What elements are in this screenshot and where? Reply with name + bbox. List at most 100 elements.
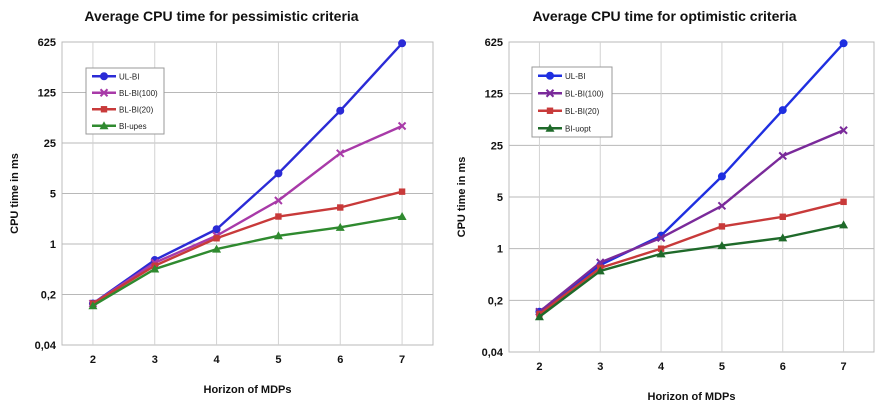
- y-tick-label: 0,2: [488, 295, 503, 307]
- legend-label-bl-bi-20: BL-BI(20): [565, 107, 600, 116]
- x-tick-label: 7: [399, 354, 405, 366]
- legend-box: [85, 67, 165, 135]
- y-tick-label: 625: [485, 37, 503, 49]
- x-tick-label: 5: [719, 361, 725, 373]
- data-point-bl-bi-100: [778, 151, 787, 161]
- x-tick-label: 6: [780, 361, 786, 373]
- x-tick-label: 3: [597, 361, 603, 373]
- series-line-bl-bi-100: [92, 124, 403, 305]
- data-point-bi-uopt: [656, 249, 666, 258]
- y-tick-label: 125: [485, 89, 503, 101]
- data-point-bl-bi-20: [213, 235, 220, 242]
- data-point-bl-bi-100: [274, 196, 283, 205]
- series-line-bl-bi-20: [92, 190, 403, 305]
- data-point-ul-bi: [717, 172, 726, 181]
- legend-label-ul-bi: UL-BI: [565, 72, 585, 81]
- x-tick-label: 2: [90, 354, 96, 366]
- legend-label-bi-uopt: BI-uopt: [565, 124, 592, 133]
- y-tick-label: 0,04: [482, 347, 504, 359]
- data-point-bi-upes: [397, 212, 407, 221]
- legend-label-ul-bi: UL-BI: [119, 72, 139, 81]
- chart-title: Average CPU time for optimistic criteria: [532, 8, 797, 24]
- data-point-bl-bi-20: [779, 213, 786, 220]
- data-point-ul-bi: [778, 106, 787, 115]
- x-tick-label: 4: [214, 354, 221, 366]
- y-tick-label: 5: [50, 189, 56, 201]
- data-point-bi-upes: [88, 301, 98, 310]
- legend-label-bl-bi-100: BL-BI(100): [119, 89, 158, 98]
- y-tick-label: 1: [50, 239, 56, 251]
- y-tick-label: 125: [38, 88, 56, 100]
- data-point-bl-bi-100: [336, 149, 345, 158]
- series-bi-upes: [88, 212, 407, 310]
- data-point-bi-uopt: [839, 220, 849, 229]
- data-point-bl-bi-100: [656, 233, 666, 243]
- legend-marker-bl-bi-20: [100, 106, 108, 113]
- series-line-ul-bi: [92, 42, 403, 305]
- data-point-ul-bi: [336, 106, 345, 115]
- legend: UL-BI BL-BI(100) BL-BI(20) BI-upes: [85, 67, 165, 135]
- data-point-bl-bi-20: [718, 223, 726, 230]
- x-tick-label: 6: [337, 354, 343, 366]
- data-point-bl-bi-20: [275, 213, 282, 220]
- data-point-ul-bi: [839, 39, 848, 48]
- y-tick-label: 25: [44, 138, 56, 150]
- y-tick-label: 25: [491, 140, 503, 152]
- chart-title: Average CPU time for pessimistic criteri…: [84, 8, 359, 24]
- legend: UL-BI BL-BI(100) BL-BI(20) BI-uopt: [531, 66, 613, 138]
- y-axis-label: CPU time in ms: [456, 157, 468, 238]
- data-point-bi-uopt: [778, 233, 788, 242]
- legend-marker-ul-bi: [100, 72, 108, 81]
- data-point-bi-upes: [150, 264, 160, 273]
- data-point-bi-uopt: [595, 266, 605, 275]
- chart-optimistic: Average CPU time for optimistic criteria…: [443, 0, 886, 409]
- data-point-bi-upes: [212, 244, 222, 253]
- series-line-bi-upes: [92, 215, 403, 307]
- legend-box: [531, 66, 613, 138]
- legend-marker-bi-upes: [99, 121, 109, 130]
- legend-label-bi-upes: BI-upes: [119, 122, 147, 131]
- y-tick-label: 0,2: [41, 290, 56, 302]
- data-point-bl-bi-100: [717, 201, 727, 211]
- y-tick-label: 1: [497, 244, 503, 256]
- data-point-bl-bi-20: [337, 204, 344, 211]
- x-tick-label: 2: [536, 361, 542, 373]
- data-point-bl-bi-20: [398, 188, 406, 195]
- legend-marker-bi-uopt: [545, 123, 555, 132]
- legend-marker-ul-bi: [546, 71, 554, 80]
- legend-marker-bl-bi-100: [99, 88, 109, 97]
- data-point-bi-uopt: [534, 312, 544, 321]
- series-bi-uopt: [534, 220, 849, 321]
- y-tick-label: 625: [38, 37, 56, 49]
- legend-label-bl-bi-100: BL-BI(100): [565, 89, 604, 98]
- data-point-bi-upes: [273, 231, 283, 240]
- data-point-ul-bi: [398, 39, 407, 48]
- x-axis-label: Horizon of MDPs: [648, 391, 736, 403]
- x-tick-label: 7: [841, 361, 847, 373]
- series-line-ul-bi: [538, 42, 845, 313]
- legend-marker-bl-bi-20: [546, 107, 554, 114]
- y-tick-label: 5: [497, 192, 503, 204]
- y-axis-label: CPU time in ms: [9, 153, 21, 234]
- y-tick-label: 0,04: [35, 340, 57, 352]
- series-line-bl-bi-20: [538, 200, 844, 316]
- data-point-bl-bi-100: [839, 126, 848, 135]
- chart-pessimistic: Average CPU time for pessimistic criteri…: [9, 8, 434, 396]
- data-point-bl-bi-100: [397, 121, 407, 131]
- legend-marker-bl-bi-100: [545, 89, 555, 98]
- data-point-bi-upes: [335, 222, 345, 231]
- chart-pessimistic-plot: 0,04 0,2 1 5 25 125 625 2 3 4 5 6 7 Horizon of MDPs CP…: [9, 37, 434, 396]
- series-line-bi-uopt: [538, 223, 844, 318]
- series-line-bl-bi-100: [538, 129, 845, 313]
- data-point-bi-uopt: [717, 241, 727, 250]
- data-point-bl-bi-20: [657, 245, 665, 252]
- data-point-bl-bi-20: [840, 198, 847, 206]
- chart-optimistic-plot: 0,04 0,2 1 5 25 125 625 2 3 4 5 6 7 Horizon of MDPs CP…: [456, 37, 875, 403]
- x-tick-label: 3: [152, 354, 158, 366]
- legend-label-bl-bi-20: BL-BI(20): [119, 105, 154, 114]
- x-axis-label: Horizon of MDPs: [204, 384, 292, 396]
- x-tick-label: 4: [658, 361, 665, 373]
- x-tick-label: 5: [275, 354, 281, 366]
- data-point-ul-bi: [212, 225, 221, 234]
- data-point-ul-bi: [274, 169, 283, 178]
